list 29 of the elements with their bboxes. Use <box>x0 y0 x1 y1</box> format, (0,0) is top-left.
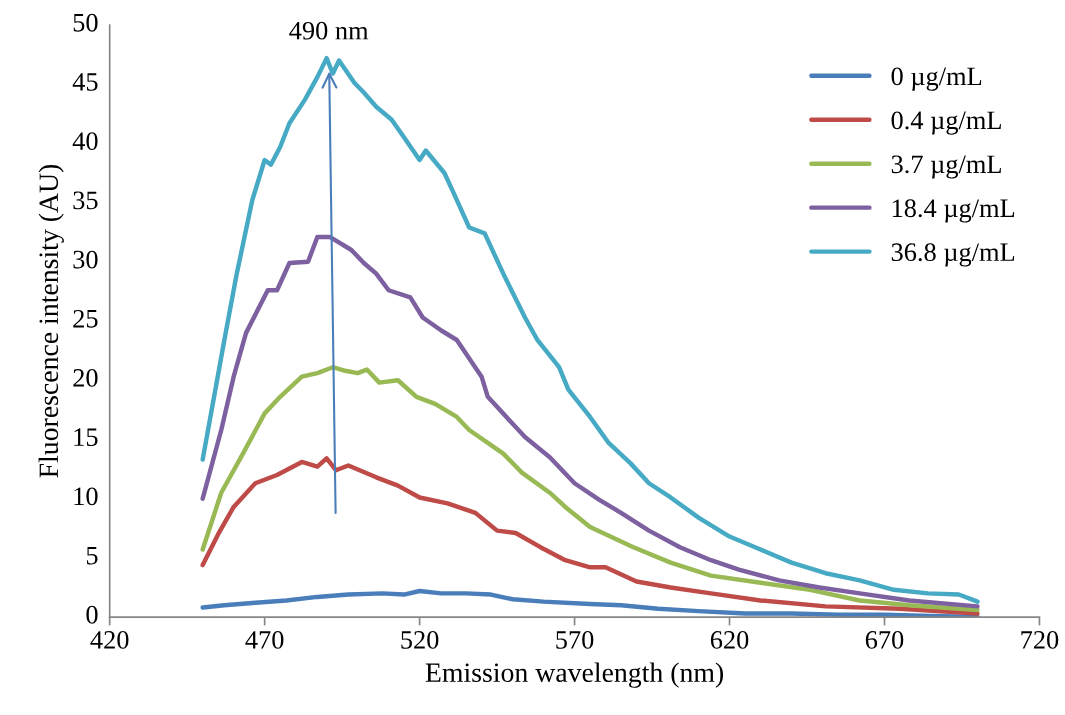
x-axis-title: Emission wavelength (nm) <box>425 662 724 688</box>
legend-label: 3.7 µg/mL <box>891 155 1001 179</box>
x-tick-label: 570 <box>556 631 594 649</box>
y-tick-label: 35 <box>73 191 98 210</box>
legend-label: 0.4 µg/mL <box>891 111 1001 135</box>
y-tick-label: 20 <box>73 369 98 387</box>
line-series <box>200 456 980 616</box>
line-series <box>200 588 980 618</box>
y-tick-label: 45 <box>72 73 98 91</box>
y-axis-title: Fluorescence intensity (AU) <box>38 164 64 478</box>
line-series <box>200 364 980 613</box>
legend-label: 0 µg/mL <box>891 67 982 91</box>
y-tick-label: 50 <box>73 13 98 32</box>
y-tick-label: 5 <box>86 546 98 565</box>
y-tick-label: 0 <box>86 605 98 624</box>
y-tick-label: 30 <box>73 250 98 269</box>
x-tick-label: 520 <box>401 631 439 649</box>
x-tick-label: 420 <box>90 631 129 649</box>
y-tick-label: 15 <box>74 428 98 447</box>
x-tick-label: 470 <box>245 631 284 649</box>
annotation: 490 nm <box>289 21 369 40</box>
y-tick-label: 25 <box>73 309 98 328</box>
x-tick-label: 670 <box>865 631 904 649</box>
legend-label: 18.4 µg/mL <box>892 199 1015 223</box>
y-tick-label: 40 <box>72 132 98 151</box>
x-tick-label: 620 <box>710 631 749 649</box>
y-tick-label: 10 <box>74 487 98 506</box>
x-tick-label: 720 <box>1021 631 1059 649</box>
legend-label: 36.8 µg/mL <box>891 243 1015 267</box>
